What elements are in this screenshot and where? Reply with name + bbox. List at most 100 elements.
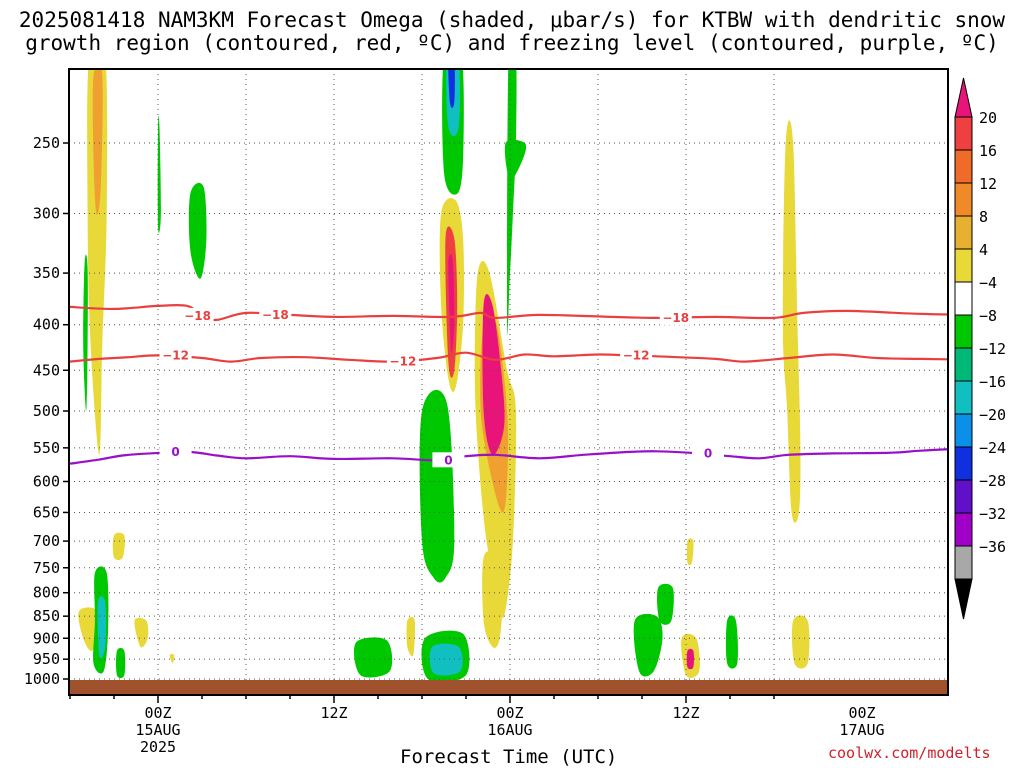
- contour-label-bg: [259, 306, 292, 322]
- contour-layer: −18 −18 −18 −12 −12 −12 0 0 0: [69, 303, 948, 468]
- contour-label: 0: [704, 446, 712, 460]
- omega-region: [134, 617, 149, 648]
- colorbar-label: −24: [979, 439, 1006, 457]
- omega-region: [504, 139, 527, 181]
- pressure-tick-label: 400: [33, 316, 60, 334]
- pressure-tick-label: 750: [33, 559, 60, 577]
- colorbar-segment: [954, 116, 973, 151]
- colorbar: 20 16 12 8 4 −4 −8 −12 −16 −20 −24 −28 −32 −36: [954, 77, 1006, 620]
- contour-line: [69, 351, 948, 363]
- colorbar-label: 16: [979, 142, 997, 160]
- colorbar-segment: [954, 512, 973, 547]
- colorbar-label: −12: [979, 340, 1006, 358]
- omega-region: [83, 254, 88, 411]
- omega-region: [157, 115, 161, 233]
- omega-region: [657, 583, 674, 625]
- pressure-tick-label: 350: [33, 264, 60, 282]
- omega-region: [429, 643, 463, 676]
- colorbar-segment: [954, 446, 973, 481]
- plot-frame: [68, 68, 949, 696]
- omega-region: [506, 69, 517, 335]
- omega-region: [169, 654, 175, 664]
- contour-label-bg: [432, 452, 465, 468]
- colorbar-label: −16: [979, 373, 1006, 391]
- omega-shading-layer: [78, 69, 810, 683]
- pressure-tick-label: 650: [33, 503, 60, 521]
- contour-label: −18: [184, 309, 211, 323]
- contour-label: −12: [162, 348, 189, 362]
- chart-title-line1: 2025081418 NAM3KM Forecast Omega (shaded…: [18, 8, 1006, 32]
- omega-region: [188, 182, 207, 279]
- contour-label-bg: [659, 309, 692, 325]
- pressure-axis: 250 300 350 400 450 500 550 600 650 700 750 800 850 9…: [24, 134, 69, 688]
- colorbar-segment: [954, 314, 973, 349]
- colorbar-segment: [954, 479, 973, 514]
- colorbar-segment: [954, 347, 973, 382]
- contour-label-bg: [159, 444, 192, 460]
- omega-region: [633, 613, 663, 677]
- omega-region: [97, 596, 107, 659]
- colorbar-segment: [954, 215, 973, 250]
- colorbar-label: −4: [979, 274, 997, 292]
- pressure-tick-label: 450: [33, 361, 60, 379]
- time-tick-label: 2025: [140, 738, 176, 756]
- omega-region: [92, 69, 103, 215]
- time-tick-label: 00Z: [144, 704, 171, 722]
- chart-title-line2: growth region (contoured, red, ºC) and f…: [25, 31, 999, 55]
- contour-label-bg: [620, 347, 653, 363]
- time-tick-label: 12Z: [320, 704, 347, 722]
- colorbar-label: 20: [979, 109, 997, 127]
- omega-region: [353, 637, 393, 678]
- omega-region: [448, 69, 455, 108]
- contour-label-bg: [386, 353, 419, 369]
- colorbar-top-arrow: [954, 77, 973, 118]
- colorbar-segment: [954, 413, 973, 448]
- pressure-tick-label: 850: [33, 607, 60, 625]
- omega-region: [419, 389, 455, 583]
- contour-label-bg: [159, 347, 192, 363]
- omega-region: [112, 532, 125, 561]
- time-tick-label: 15AUG: [135, 721, 180, 739]
- contour-label: −18: [662, 311, 689, 325]
- omega-region: [482, 551, 503, 648]
- pressure-tick-label: 600: [33, 472, 60, 490]
- omega-region: [725, 615, 738, 669]
- omega-region: [116, 647, 126, 679]
- contour-label: −12: [390, 355, 417, 369]
- colorbar-label: 12: [979, 175, 997, 193]
- colorbar-label: 4: [979, 241, 988, 259]
- contour-label: 0: [171, 445, 179, 459]
- pressure-tick-label: 900: [33, 629, 60, 647]
- omega-region: [78, 607, 99, 652]
- colorbar-segment: [954, 149, 973, 184]
- contour-line: [69, 448, 948, 465]
- time-tick-label: 17AUG: [839, 721, 884, 739]
- omega-region: [686, 648, 695, 670]
- pressure-tick-label: 500: [33, 402, 60, 420]
- x-axis-label: Forecast Time (UTC): [400, 746, 618, 768]
- omega-region: [448, 254, 455, 353]
- colorbar-label: −8: [979, 307, 997, 325]
- pressure-tick-label: 1000: [24, 670, 60, 688]
- credit-link[interactable]: coolwx.com/modelts: [828, 744, 991, 762]
- colorbar-bottom-arrow: [954, 578, 973, 620]
- colorbar-segment: [954, 380, 973, 415]
- colorbar-label: −36: [979, 538, 1006, 556]
- pressure-tick-label: 550: [33, 439, 60, 457]
- omega-region: [791, 615, 810, 669]
- pressure-tick-label: 300: [33, 204, 60, 222]
- omega-region: [686, 538, 694, 566]
- pressure-tick-label: 700: [33, 532, 60, 550]
- omega-region: [406, 616, 416, 657]
- colorbar-label: −28: [979, 472, 1006, 490]
- colorbar-segment: [954, 182, 973, 217]
- pressure-tick-label: 250: [33, 134, 60, 152]
- omega-region: [87, 69, 108, 455]
- contour-label: 0: [444, 453, 452, 467]
- ground-band: [69, 680, 948, 695]
- contour-label: −12: [623, 348, 650, 362]
- colorbar-label: 8: [979, 208, 988, 226]
- colorbar-label: −32: [979, 505, 1006, 523]
